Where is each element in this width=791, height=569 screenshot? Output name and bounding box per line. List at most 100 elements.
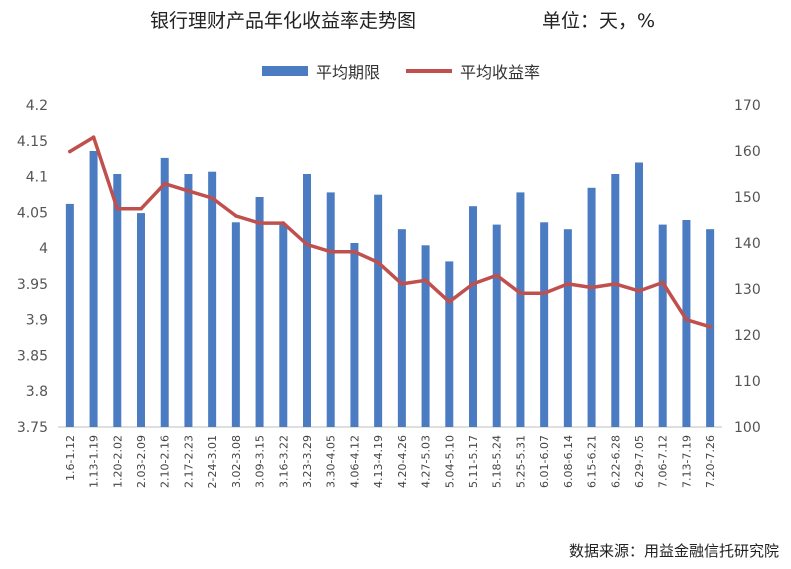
y-left-tick-label: 4 xyxy=(39,241,48,257)
legend-bar-swatch xyxy=(262,66,308,76)
line-point xyxy=(708,325,712,329)
line-point xyxy=(328,249,333,254)
x-tick-label: 7.13-7.19 xyxy=(680,435,693,488)
x-tick-label: 5.11-5.17 xyxy=(467,435,480,488)
y-left-tick-label: 3.9 xyxy=(26,313,48,329)
bar xyxy=(89,151,98,427)
line-point xyxy=(660,280,665,285)
line-point xyxy=(352,249,357,254)
bar xyxy=(540,222,549,427)
x-tick-label: 3.30-4.05 xyxy=(325,435,338,488)
line-point xyxy=(186,189,191,193)
bar xyxy=(255,197,264,427)
chart-title: 银行理财产品年化收益率走势图 xyxy=(150,10,417,32)
x-tick-label: 2.10-2.16 xyxy=(159,435,172,488)
bar xyxy=(350,243,359,427)
legend-line-swatch xyxy=(406,69,453,73)
line-point xyxy=(115,206,120,211)
line-point xyxy=(423,278,428,283)
line-point xyxy=(613,282,618,286)
x-tick-label: 6.08-6.14 xyxy=(562,435,575,488)
x-tick-label: 4.20-4.26 xyxy=(396,435,409,488)
line-point xyxy=(376,260,380,265)
x-tick-label: 3.23-3.29 xyxy=(301,435,314,488)
line-point xyxy=(281,221,286,225)
bar xyxy=(635,162,643,427)
y-left-tick-label: 4.05 xyxy=(17,205,48,221)
bar xyxy=(65,203,74,427)
legend-bar-label: 平均期限 xyxy=(316,63,381,82)
y-right-tick-label: 120 xyxy=(734,328,761,344)
y-right-tick-label: 150 xyxy=(734,190,761,206)
line-point xyxy=(91,135,96,139)
legend-line-label: 平均收益率 xyxy=(460,63,541,82)
x-tick-label: 5.25-5.31 xyxy=(514,435,527,488)
bar xyxy=(682,220,691,427)
x-tick-label: 2.03-2.09 xyxy=(135,435,148,488)
x-tick-label: 3.02-3.08 xyxy=(230,435,243,488)
y-right-tick-label: 140 xyxy=(734,236,761,252)
line-point xyxy=(494,273,499,278)
line-point xyxy=(234,214,238,218)
line-point xyxy=(542,291,546,295)
line-point xyxy=(684,317,689,322)
x-tick-label: 6.15-6.21 xyxy=(586,435,599,488)
x-tick-label: 3.09-3.15 xyxy=(254,435,267,488)
x-tick-label: 6.29-7.05 xyxy=(633,435,646,488)
y-left-tick-label: 3.85 xyxy=(17,348,48,364)
y-left-tick-label: 4.1 xyxy=(26,170,48,186)
bar xyxy=(374,194,383,427)
y-left-tick-label: 3.75 xyxy=(17,420,48,436)
line-point xyxy=(162,181,167,186)
line-point xyxy=(566,282,570,286)
bar xyxy=(658,224,667,427)
bar xyxy=(421,245,430,427)
line-point xyxy=(257,221,262,225)
unit-label: 单位：天，% xyxy=(542,10,656,32)
x-tick-label: 4.27-5.03 xyxy=(420,435,433,488)
bar xyxy=(611,174,620,427)
x-tick-label: 7.06-7.12 xyxy=(657,435,670,488)
y-left-tick-label: 4.2 xyxy=(26,98,48,114)
bar xyxy=(326,192,335,427)
bar xyxy=(563,229,572,427)
bar xyxy=(469,206,477,427)
y-right-tick-label: 170 xyxy=(734,98,761,114)
line-point xyxy=(518,291,523,295)
bar xyxy=(160,157,169,427)
x-tick-label: 2-24-3.01 xyxy=(206,435,219,488)
y-right-tick-label: 130 xyxy=(734,282,761,298)
x-tick-label: 7.20-7.26 xyxy=(704,435,717,488)
bar xyxy=(303,174,311,427)
legend: 平均期限 平均收益率 xyxy=(262,60,540,82)
y-right-tick-label: 100 xyxy=(734,420,761,436)
line-point xyxy=(400,282,404,286)
x-tick-label: 1.20-2.02 xyxy=(111,435,124,488)
bar xyxy=(231,222,240,427)
bar xyxy=(492,224,501,427)
x-tick-label: 5.18-5.24 xyxy=(491,435,504,488)
x-tick-label: 6.22-6.28 xyxy=(609,435,622,488)
line-point xyxy=(471,282,475,286)
y-left-tick-label: 3.95 xyxy=(17,277,48,293)
line-point xyxy=(589,285,594,290)
line-point xyxy=(139,206,143,211)
data-source: 数据来源：用益金融信托研究院 xyxy=(568,542,779,560)
line-point xyxy=(210,196,214,200)
x-tick-label: 2.17-2.23 xyxy=(182,435,195,488)
line-point xyxy=(637,289,641,293)
y-left-tick-label: 3.8 xyxy=(26,384,48,400)
line-point xyxy=(305,242,309,247)
y-right-tick-label: 110 xyxy=(734,374,761,390)
x-tick-label: 5.04-5.10 xyxy=(443,435,456,488)
x-tick-label: 4.06-4.12 xyxy=(348,435,361,488)
y-right-tick-label: 160 xyxy=(734,144,761,160)
bar xyxy=(516,192,525,427)
x-tick-label: 4.13-4.19 xyxy=(372,435,385,488)
series-line xyxy=(68,135,712,329)
line-point xyxy=(447,299,452,304)
bar xyxy=(445,261,454,427)
x-tick-label: 1.13-1.19 xyxy=(88,435,101,488)
y-left-tick-label: 4.15 xyxy=(17,134,48,150)
bar xyxy=(587,187,596,427)
